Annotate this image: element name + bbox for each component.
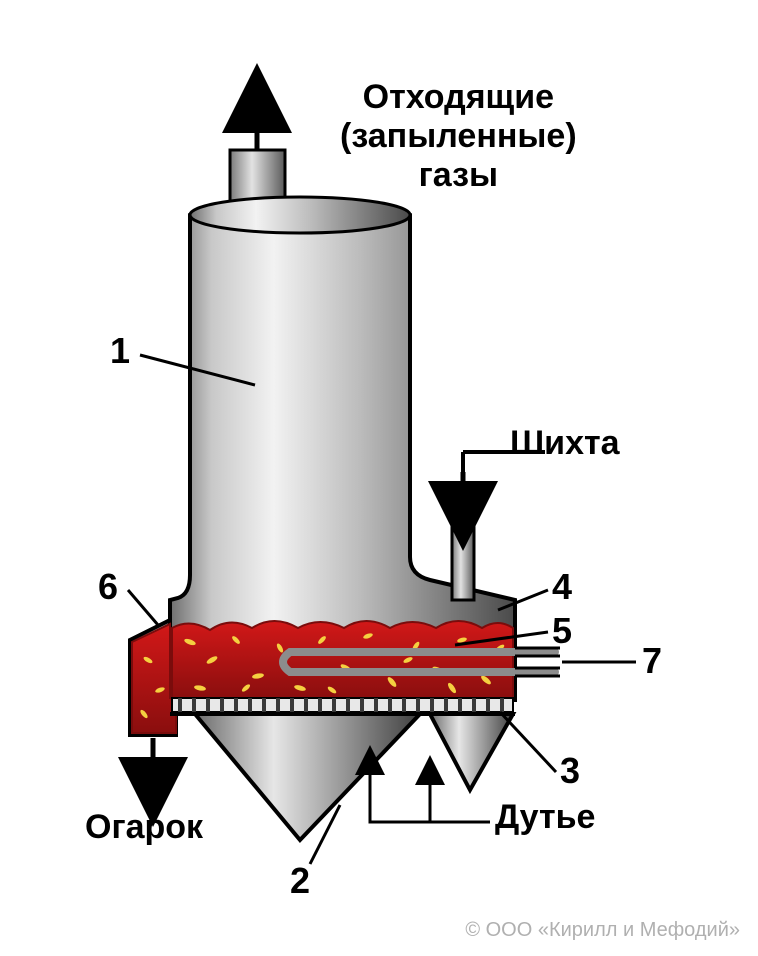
label-charge: Шихта [510,424,620,463]
label-1: 1 [110,330,130,372]
label-3: 3 [560,750,580,792]
label-7: 7 [642,640,662,682]
label-residue: Огарок [85,808,203,847]
charge-pipe [452,520,474,600]
small-cone-right [430,714,513,790]
grid-plate [172,698,513,712]
label-blast: Дутье [495,798,595,837]
label-6: 6 [98,566,118,608]
label-2: 2 [290,860,310,902]
label-5: 5 [552,610,572,652]
label-exhaust-gases: Отходящие (запыленные) газы [340,78,577,195]
label-4: 4 [552,566,572,608]
credit-line: © ООО «Кирилл и Мефодий» [465,919,740,942]
